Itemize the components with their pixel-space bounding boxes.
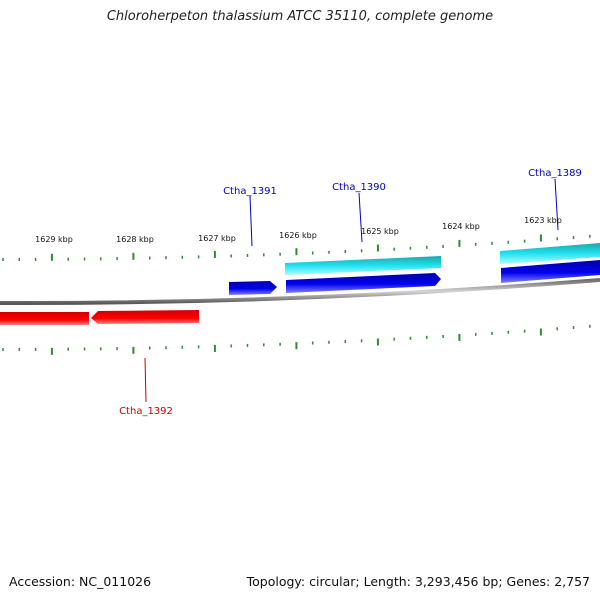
gene-label-ctha-1389[interactable]: Ctha_1389 [528, 168, 582, 179]
label-line-ctha-1391 [249, 195, 253, 247]
label-line-ctha-1392 [144, 357, 147, 403]
scale-label-1623: 1623 kbp [524, 216, 562, 225]
scale-labels: 1629 kbp 1628 kbp 1627 kbp 1626 kbp 1625… [35, 216, 562, 244]
map-title: Chloroherpeton thalassium ATCC 35110, co… [106, 9, 494, 24]
label-line-ctha-1390 [358, 192, 363, 243]
gene-label-ctha-1390[interactable]: Ctha_1390 [332, 182, 386, 193]
gene-ctha-1390-arrow[interactable] [286, 273, 441, 293]
scale-label-1624: 1624 kbp [442, 222, 480, 231]
scale-label-1626: 1626 kbp [279, 231, 317, 240]
gene-ctha-1390-cds[interactable] [285, 256, 441, 275]
gene-ctha-1392-left-arrow[interactable] [0, 312, 89, 325]
accession-text: Accession: NC_011026 [9, 574, 152, 589]
scale-ticks-inner [2, 324, 591, 355]
scale-label-1629: 1629 kbp [35, 235, 73, 244]
label-line-ctha-1389 [554, 178, 559, 231]
scale-label-1625: 1625 kbp [361, 227, 399, 236]
scale-label-1627: 1627 kbp [198, 234, 236, 243]
gene-ctha-1392-arrow[interactable] [91, 310, 199, 324]
scale-label-1628: 1628 kbp [116, 235, 154, 244]
gene-ctha-1391-arrow[interactable] [229, 281, 277, 295]
genome-summary-text: Topology: circular; Length: 3,293,456 bp… [246, 574, 590, 589]
genome-backbone [0, 278, 600, 306]
gene-ctha-1389-cds[interactable] [500, 243, 600, 264]
gene-label-ctha-1391[interactable]: Ctha_1391 [223, 186, 277, 197]
gene-ctha-1389-arrow[interactable] [501, 260, 600, 283]
scale-ticks-outer [2, 234, 591, 261]
gene-label-ctha-1392[interactable]: Ctha_1392 [119, 406, 173, 417]
